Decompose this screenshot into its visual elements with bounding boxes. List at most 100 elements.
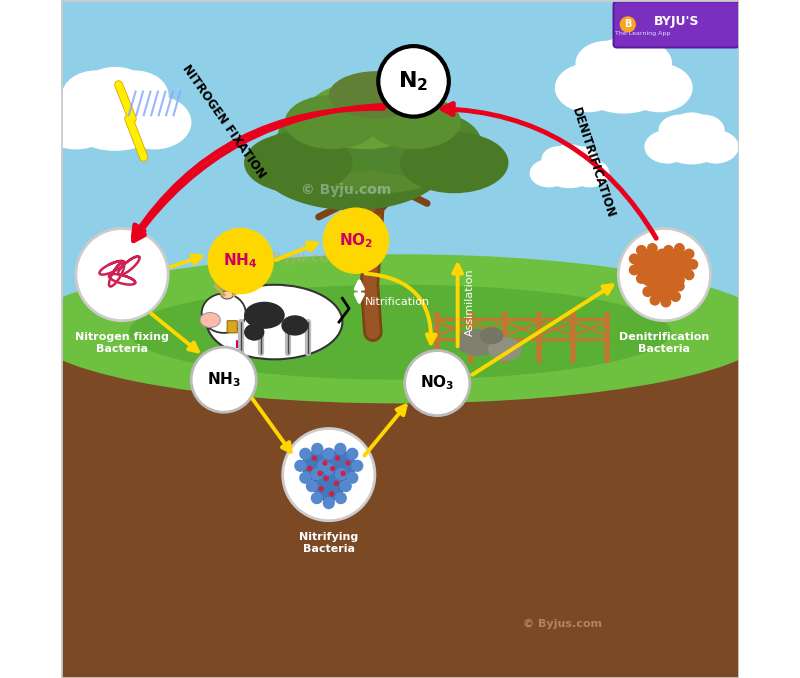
Circle shape bbox=[335, 456, 340, 461]
Circle shape bbox=[340, 480, 352, 492]
Ellipse shape bbox=[480, 327, 503, 344]
Circle shape bbox=[299, 447, 311, 460]
Circle shape bbox=[661, 249, 692, 280]
Circle shape bbox=[306, 480, 318, 492]
Text: $\mathbf{NH_3}$: $\mathbf{NH_3}$ bbox=[206, 370, 241, 389]
Circle shape bbox=[310, 468, 323, 480]
Ellipse shape bbox=[39, 96, 113, 149]
Circle shape bbox=[620, 16, 636, 33]
Circle shape bbox=[647, 271, 678, 302]
Text: $\mathbf{NH_4}$: $\mathbf{NH_4}$ bbox=[223, 252, 258, 271]
Circle shape bbox=[650, 266, 660, 277]
Ellipse shape bbox=[329, 71, 424, 119]
Circle shape bbox=[647, 243, 658, 254]
Ellipse shape bbox=[258, 115, 447, 210]
Circle shape bbox=[322, 447, 334, 460]
Circle shape bbox=[674, 243, 685, 254]
Text: Nitrification: Nitrification bbox=[365, 297, 430, 306]
Text: $\mathbf{NO_3}$: $\mathbf{NO_3}$ bbox=[420, 374, 454, 393]
Circle shape bbox=[318, 460, 330, 472]
FancyArrowPatch shape bbox=[253, 399, 290, 452]
Circle shape bbox=[642, 286, 653, 297]
Circle shape bbox=[378, 46, 449, 117]
Circle shape bbox=[328, 460, 340, 472]
Circle shape bbox=[670, 291, 681, 302]
Ellipse shape bbox=[542, 151, 598, 188]
Circle shape bbox=[661, 264, 671, 275]
Circle shape bbox=[663, 245, 674, 256]
Ellipse shape bbox=[644, 130, 690, 163]
Ellipse shape bbox=[202, 294, 246, 333]
Circle shape bbox=[636, 273, 646, 284]
Ellipse shape bbox=[570, 159, 610, 187]
FancyArrowPatch shape bbox=[151, 314, 198, 351]
Ellipse shape bbox=[575, 41, 638, 86]
Text: B: B bbox=[624, 20, 631, 29]
Ellipse shape bbox=[80, 67, 151, 118]
FancyArrowPatch shape bbox=[365, 405, 406, 456]
Ellipse shape bbox=[488, 338, 522, 361]
FancyBboxPatch shape bbox=[61, 0, 739, 359]
FancyArrowPatch shape bbox=[442, 104, 656, 238]
Ellipse shape bbox=[285, 95, 380, 149]
Circle shape bbox=[314, 471, 344, 501]
Ellipse shape bbox=[555, 63, 622, 113]
Circle shape bbox=[656, 264, 666, 275]
Circle shape bbox=[76, 228, 168, 321]
Circle shape bbox=[660, 259, 671, 270]
Circle shape bbox=[661, 297, 671, 308]
Circle shape bbox=[657, 269, 667, 280]
Circle shape bbox=[322, 472, 334, 484]
Circle shape bbox=[329, 491, 334, 496]
Circle shape bbox=[346, 447, 358, 460]
FancyBboxPatch shape bbox=[61, 325, 739, 678]
Text: Nitrifying
Bacteria: Nitrifying Bacteria bbox=[299, 532, 358, 554]
Ellipse shape bbox=[282, 315, 309, 336]
Circle shape bbox=[674, 281, 685, 292]
Text: DENITRIFICATION: DENITRIFICATION bbox=[569, 106, 618, 220]
Ellipse shape bbox=[62, 79, 169, 151]
Text: © Byjus.com: © Byjus.com bbox=[523, 619, 602, 629]
Ellipse shape bbox=[200, 313, 220, 327]
FancyArrowPatch shape bbox=[276, 243, 317, 260]
FancyBboxPatch shape bbox=[614, 1, 739, 47]
Circle shape bbox=[346, 460, 350, 466]
Circle shape bbox=[346, 472, 358, 484]
Ellipse shape bbox=[591, 37, 656, 84]
Text: Denitrification
Bacteria: Denitrification Bacteria bbox=[619, 332, 710, 354]
Circle shape bbox=[318, 486, 324, 492]
Ellipse shape bbox=[562, 146, 598, 172]
Ellipse shape bbox=[118, 96, 191, 149]
Circle shape bbox=[334, 481, 339, 486]
Ellipse shape bbox=[278, 98, 414, 173]
Circle shape bbox=[322, 497, 335, 509]
FancyArrowPatch shape bbox=[134, 108, 384, 237]
Ellipse shape bbox=[100, 71, 169, 120]
Circle shape bbox=[326, 451, 355, 481]
Ellipse shape bbox=[626, 63, 693, 113]
Circle shape bbox=[647, 275, 658, 286]
Ellipse shape bbox=[305, 81, 427, 149]
Ellipse shape bbox=[682, 115, 725, 146]
Circle shape bbox=[634, 249, 665, 280]
Circle shape bbox=[334, 443, 346, 455]
Text: NITROGEN FIXATION: NITROGEN FIXATION bbox=[179, 63, 268, 181]
Circle shape bbox=[334, 492, 347, 504]
Ellipse shape bbox=[221, 291, 234, 299]
Circle shape bbox=[323, 472, 335, 484]
Text: $\mathbf{N_2}$: $\mathbf{N_2}$ bbox=[398, 70, 429, 93]
Text: © Byju.com: © Byju.com bbox=[253, 251, 343, 264]
Circle shape bbox=[687, 259, 698, 270]
Ellipse shape bbox=[244, 302, 285, 329]
Circle shape bbox=[310, 492, 323, 504]
FancyBboxPatch shape bbox=[61, 312, 739, 346]
Ellipse shape bbox=[346, 108, 482, 176]
Circle shape bbox=[322, 463, 335, 475]
Circle shape bbox=[618, 228, 710, 321]
Text: BYJU'S: BYJU'S bbox=[654, 15, 700, 28]
Circle shape bbox=[311, 443, 323, 455]
Ellipse shape bbox=[62, 71, 130, 120]
Ellipse shape bbox=[658, 121, 725, 164]
Ellipse shape bbox=[670, 113, 714, 144]
Circle shape bbox=[650, 295, 660, 306]
